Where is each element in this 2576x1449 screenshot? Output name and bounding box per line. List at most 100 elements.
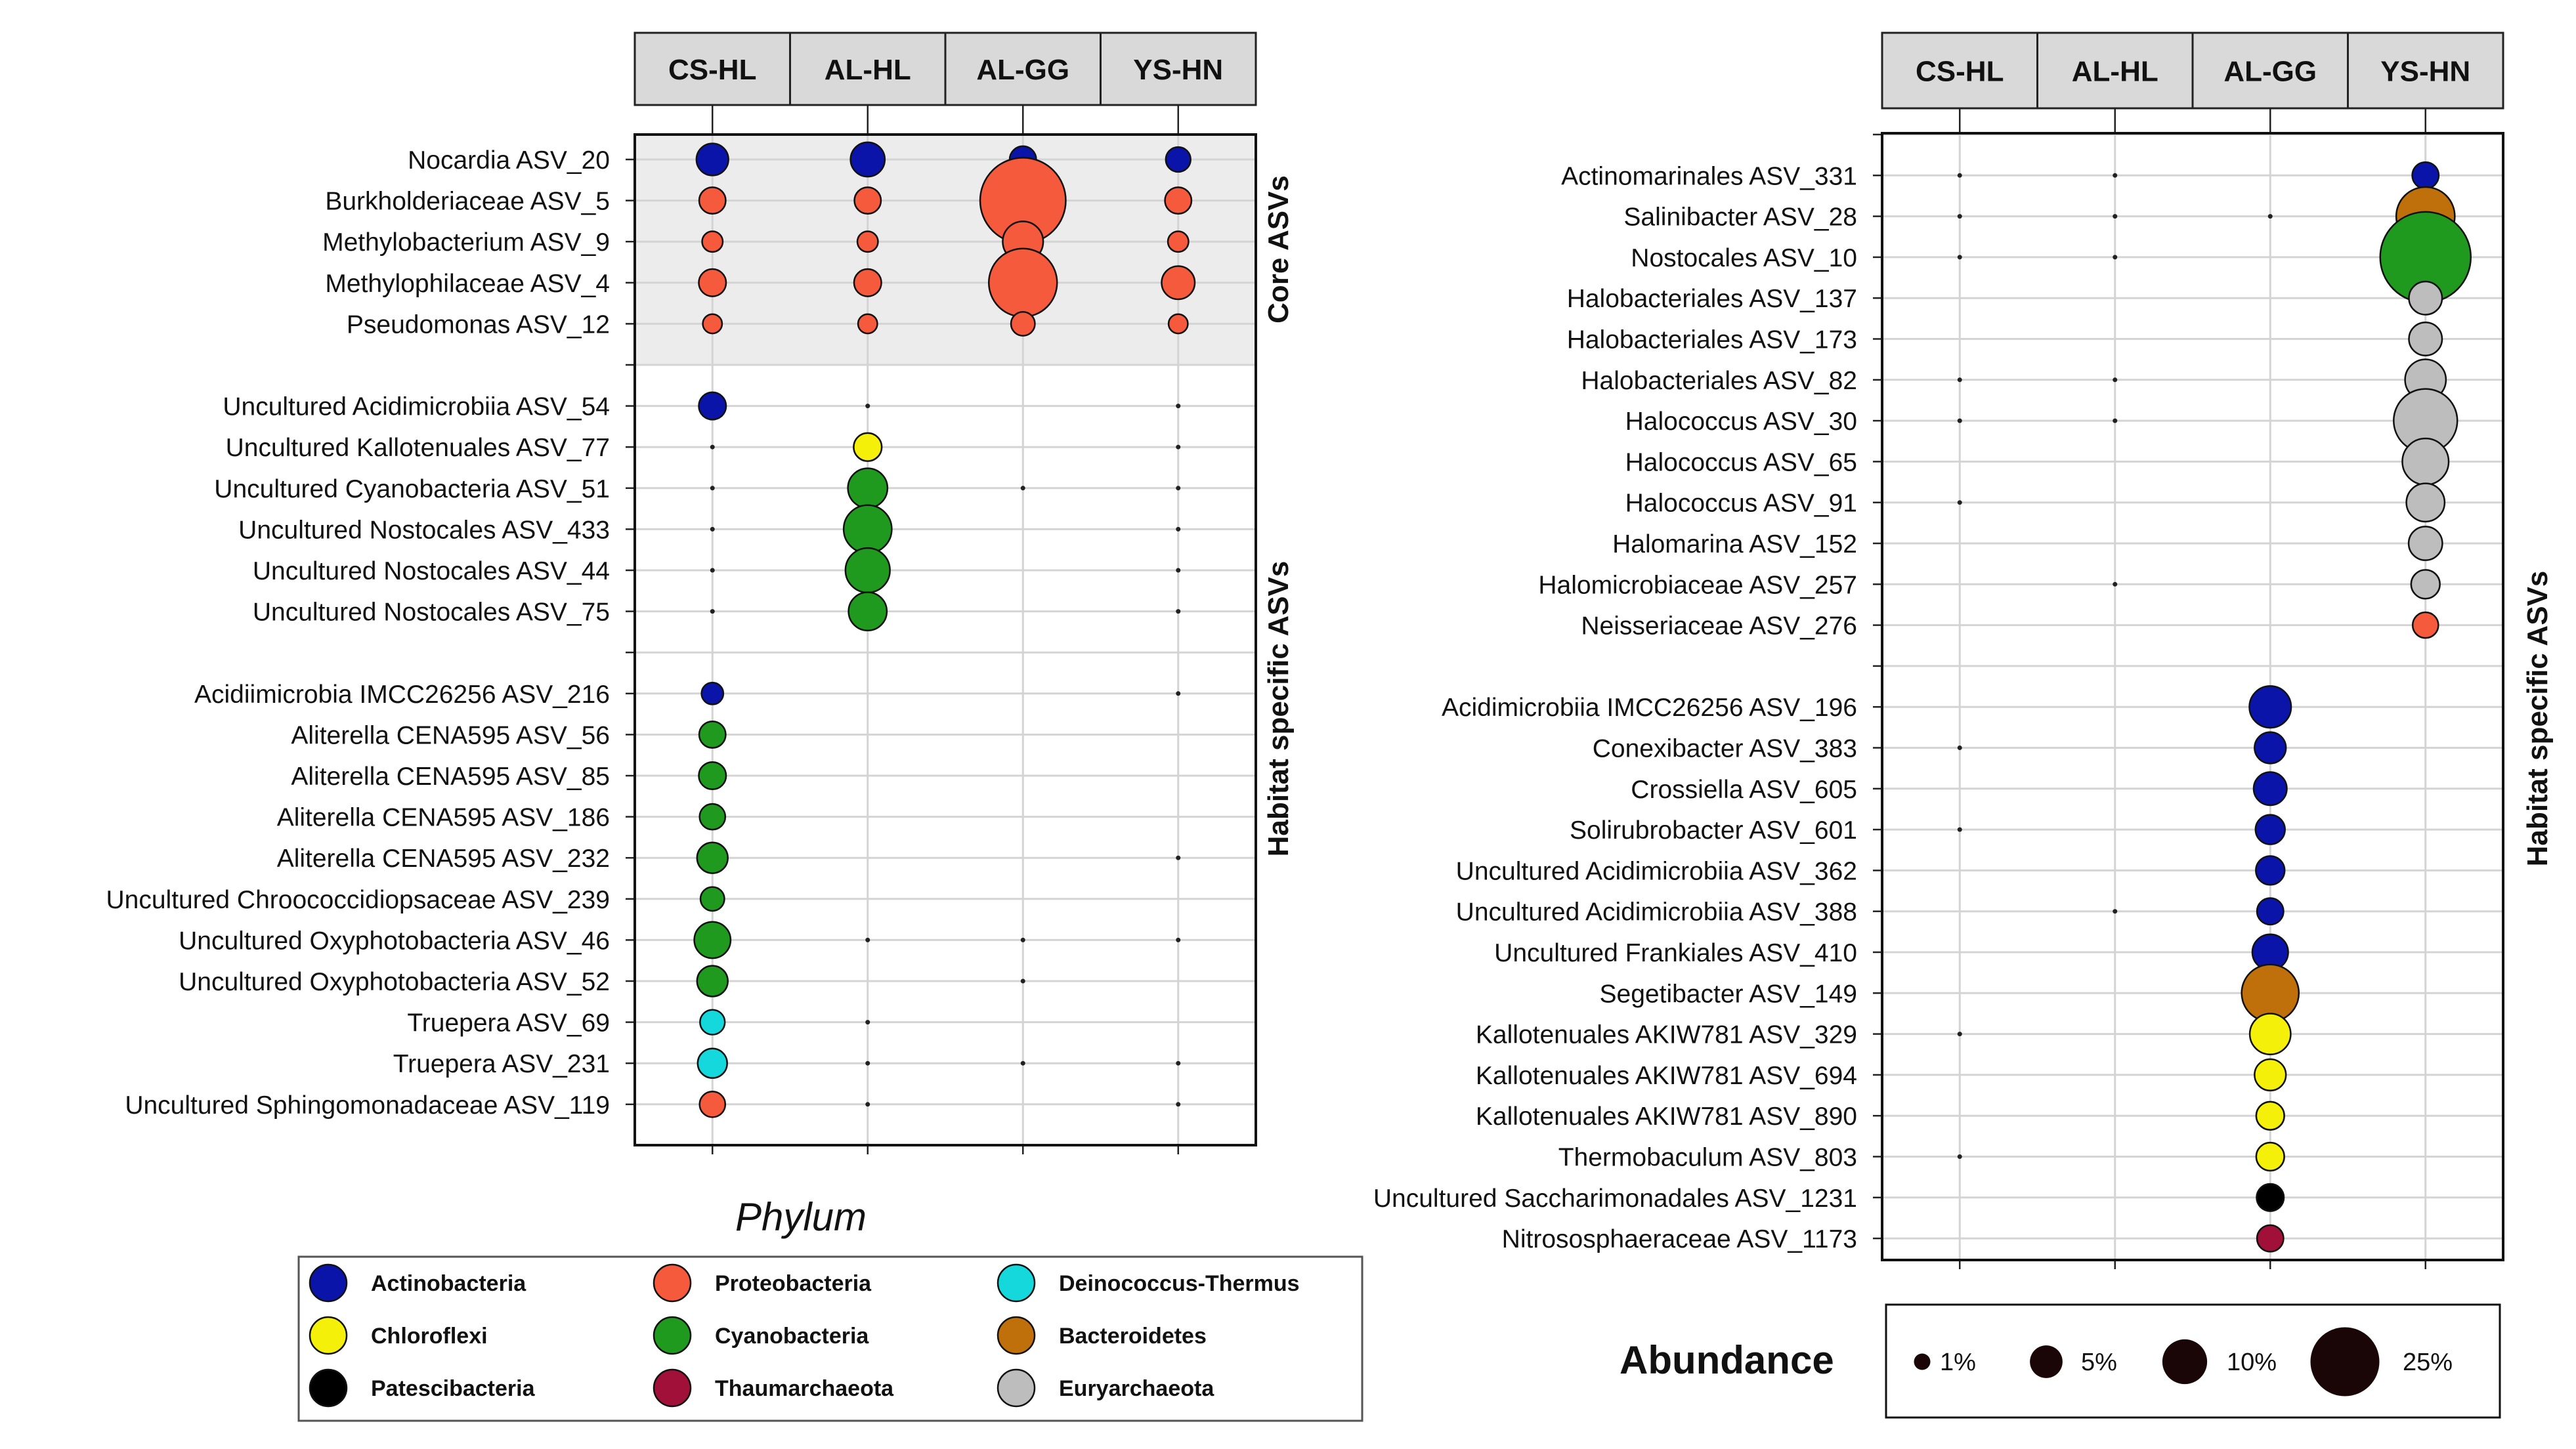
bubble-methylophilaceae-asv-4-al-gg [988, 247, 1058, 318]
bubble-uncultured-nostocales-asv-433-cs-hl [710, 526, 715, 532]
bubble-halococcus-asv-91-ys-hn [2405, 482, 2446, 523]
row-label-uncultured-acidimicrobiia-asv-362: Uncultured Acidimicrobiia ASV_362 [1456, 857, 1857, 885]
bubble-truepera-asv-231-al-hl [865, 1060, 870, 1066]
bubble-uncultured-nostocales-asv-44-cs-hl [710, 568, 715, 573]
legend-swatch-patescibacteria [309, 1368, 348, 1408]
bubble-aliterella-cena595-asv-56-cs-hl [698, 720, 727, 749]
row-label-uncultured-chroococcidiopsaceae-asv-239: Uncultured Chroococcidiopsaceae ASV_239 [106, 886, 611, 914]
row-label-pseudomonas-asv-12: Pseudomonas ASV_12 [347, 310, 610, 339]
row-label-conexibacter-asv-383: Conexibacter ASV_383 [1593, 735, 1857, 763]
legend-label-euryarchaeota: Euryarchaeota [1059, 1376, 1214, 1401]
column-header-al-hl: AL-HL [825, 54, 911, 86]
bubble-nocardia-asv-20-al-hl [849, 141, 886, 178]
legend-swatch-deinococcus-thermus [997, 1263, 1036, 1303]
bubble-aliterella-cena595-asv-232-cs-hl [696, 841, 729, 874]
abundance-label-5: 5% [2081, 1349, 2117, 1376]
bubble-pseudomonas-asv-12-ys-hn [1167, 313, 1189, 335]
bubble-burkholderiaceae-asv-5-al-hl [853, 186, 882, 215]
row-label-segetibacter-asv-149: Segetibacter ASV_149 [1600, 980, 1857, 1008]
bubble-uncultured-acidimicrobiia-asv-388-al-hl [2113, 909, 2118, 914]
legend-label-thaumarchaeota: Thaumarchaeota [715, 1376, 894, 1401]
bubble-kallotenuales-akiw781-asv-329-cs-hl [1957, 1032, 1962, 1037]
bubble-acidimicrobiia-imcc26256-asv-196-al-gg [2248, 685, 2292, 729]
bubble-acidiimicrobia-imcc26256-asv-216-ys-hn [1176, 691, 1181, 696]
bubble-crossiella-asv-605-al-gg [2252, 771, 2288, 807]
bubble-pseudomonas-asv-12-al-hl [857, 313, 878, 335]
bubble-uncultured-oxyphotobacteria-asv-46-al-gg [1020, 937, 1025, 942]
bubble-uncultured-oxyphotobacteria-asv-52-cs-hl [696, 965, 729, 998]
bubble-halomicrobiaceae-asv-257-ys-hn [2410, 569, 2441, 600]
row-label-aliterella-cena595-asv-232: Aliterella CENA595 ASV_232 [277, 845, 610, 873]
row-label-uncultured-acidimicrobiia-asv-54: Uncultured Acidimicrobiia ASV_54 [223, 393, 610, 421]
legend-swatch-actinobacteria [309, 1263, 348, 1303]
bubble-nitrososphaeraceae-asv-1173-al-gg [2256, 1224, 2285, 1253]
row-label-uncultured-nostocales-asv-433: Uncultured Nostocales ASV_433 [238, 516, 610, 544]
panel-frame [633, 133, 1257, 1146]
bubble-methylophilaceae-asv-4-ys-hn [1161, 265, 1196, 301]
legend-label-bacteroidetes: Bacteroidetes [1059, 1324, 1207, 1349]
bubble-uncultured-cyanobacteria-asv-51-al-hl [847, 467, 889, 509]
row-label-crossiella-asv-605: Crossiella ASV_605 [1631, 776, 1857, 804]
abundance-bubble-5 [2030, 1345, 2063, 1378]
bubble-nocardia-asv-20-cs-hl [695, 142, 729, 177]
group-label-core-asvs: Core ASVs [1262, 175, 1295, 324]
group-label-habitat-specific-asvs: Habitat specific ASVs [1262, 561, 1295, 857]
legend-swatch-chloroflexi [309, 1316, 348, 1355]
row-label-acidimicrobiia-imcc26256-asv-196: Acidimicrobiia IMCC26256 ASV_196 [1442, 694, 1857, 722]
legend-swatch-thaumarchaeota [653, 1368, 692, 1408]
abundance-bubble-10 [2162, 1339, 2208, 1385]
bubble-halococcus-asv-91-cs-hl [1957, 500, 1962, 505]
row-label-uncultured-sphingomonadaceae-asv-119: Uncultured Sphingomonadaceae ASV_119 [125, 1091, 610, 1120]
column-header-al-gg: AL-GG [2223, 56, 2317, 88]
bubble-actinomarinales-asv-331-al-hl [2113, 173, 2118, 178]
bubble-aliterella-cena595-asv-232-ys-hn [1176, 855, 1181, 860]
bubble-uncultured-nostocales-asv-433-ys-hn [1176, 526, 1181, 532]
bubble-uncultured-acidimicrobiia-asv-362-al-gg [2255, 855, 2286, 886]
legend-label-actinobacteria: Actinobacteria [371, 1271, 526, 1296]
legend-swatch-bacteroidetes [997, 1316, 1036, 1355]
row-label-thermobaculum-asv-803: Thermobaculum ASV_803 [1558, 1144, 1857, 1172]
row-label-halococcus-asv-65: Halococcus ASV_65 [1625, 448, 1857, 476]
bubble-uncultured-nostocales-asv-44-al-hl [844, 547, 891, 594]
bubble-uncultured-cyanobacteria-asv-51-ys-hn [1176, 486, 1181, 491]
row-label-kallotenuales-akiw781-asv-694: Kallotenuales AKIW781 ASV_694 [1476, 1062, 1857, 1090]
bubble-uncultured-chroococcidiopsaceae-asv-239-cs-hl [699, 886, 725, 912]
row-label-kallotenuales-akiw781-asv-329: Kallotenuales AKIW781 ASV_329 [1476, 1021, 1857, 1049]
row-label-uncultured-kallotenuales-asv-77: Uncultured Kallotenuales ASV_77 [226, 434, 610, 462]
bubble-uncultured-sphingomonadaceae-asv-119-cs-hl [698, 1090, 727, 1118]
bubble-truepera-asv-231-ys-hn [1176, 1060, 1181, 1066]
bubble-uncultured-acidimicrobiia-asv-388-al-gg [2256, 897, 2285, 926]
legend-swatch-proteobacteria [653, 1263, 692, 1303]
bubble-thermobaculum-asv-803-al-gg [2255, 1141, 2285, 1172]
row-label-halomarina-asv-152: Halomarina ASV_152 [1612, 530, 1857, 558]
bubble-truepera-asv-69-cs-hl [699, 1009, 726, 1036]
bubble-uncultured-nostocales-asv-44-ys-hn [1176, 568, 1181, 573]
bubble-methylophilaceae-asv-4-al-hl [853, 268, 882, 297]
column-header-ys-hn: YS-HN [1133, 54, 1223, 86]
legend-label-cyanobacteria: Cyanobacteria [715, 1324, 869, 1349]
row-label-acidiimicrobia-imcc26256-asv-216: Acidiimicrobia IMCC26256 ASV_216 [194, 681, 610, 709]
bubble-aliterella-cena595-asv-85-cs-hl [698, 761, 727, 791]
column-header-box-ys-hn [2347, 32, 2504, 110]
bubble-halobacteriales-asv-137-ys-hn [2408, 280, 2443, 316]
bubble-halococcus-asv-30-cs-hl [1957, 418, 1962, 423]
bubble-conexibacter-asv-383-al-gg [2254, 731, 2287, 765]
bubble-truepera-asv-231-cs-hl [697, 1047, 728, 1079]
abundance-label-25: 25% [2403, 1349, 2453, 1376]
bubble-uncultured-saccharimonadales-asv-1231-al-gg [2256, 1183, 2285, 1212]
bubble-methylobacterium-asv-9-cs-hl [701, 230, 724, 253]
bubble-uncultured-oxyphotobacteria-asv-52-al-gg [1020, 978, 1025, 984]
bubble-uncultured-sphingomonadaceae-asv-119-al-hl [865, 1102, 870, 1107]
row-label-uncultured-nostocales-asv-44: Uncultured Nostocales ASV_44 [253, 557, 610, 585]
bubble-uncultured-kallotenuales-asv-77-ys-hn [1176, 444, 1181, 450]
bubble-uncultured-nostocales-asv-75-ys-hn [1176, 609, 1181, 614]
row-label-burkholderiaceae-asv-5: Burkholderiaceae ASV_5 [325, 188, 610, 216]
group-label-habitat-specific-asvs: Habitat specific ASVs [2522, 571, 2554, 867]
row-label-nitrososphaeraceae-asv-1173: Nitrososphaeraceae ASV_1173 [1502, 1225, 1857, 1253]
row-label-halomicrobiaceae-asv-257: Halomicrobiaceae ASV_257 [1538, 571, 1857, 599]
phylum-legend-box [297, 1255, 1363, 1422]
bubble-halobacteriales-asv-82-cs-hl [1957, 377, 1962, 383]
bubble-truepera-asv-69-al-hl [865, 1020, 870, 1025]
bubble-uncultured-nostocales-asv-433-al-hl [842, 504, 893, 555]
